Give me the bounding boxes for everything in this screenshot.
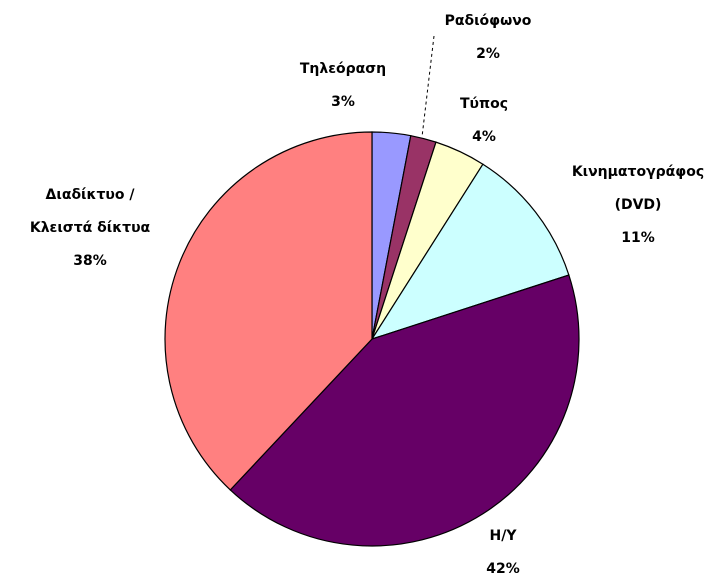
slice-label: Τηλεόραση 3% — [300, 53, 386, 119]
value-label: 11% — [621, 230, 655, 246]
slice-label: Η/Υ 42% — [486, 520, 520, 586]
slice-label: Διαδίκτυο / Κλειστά δίκτυα 38% — [13, 179, 168, 278]
value-label: 3% — [331, 94, 355, 110]
slice-label: Κινηματογράφος (DVD) 11% — [556, 156, 721, 255]
slice-label: Τύπος 4% — [460, 88, 508, 154]
pie-slice — [164, 131, 373, 491]
leader-line — [421, 35, 435, 138]
category-label: Ραδιόφωνο — [444, 13, 532, 29]
value-label: 2% — [476, 46, 500, 62]
value-label: 38% — [73, 253, 107, 269]
category-label: Τηλεόραση — [299, 61, 387, 77]
slice-label: Ραδιόφωνο 2% — [445, 5, 532, 71]
pie-slice — [229, 274, 580, 547]
category-label: Διαδίκτυο / Κλειστά δίκτυα — [29, 187, 151, 236]
category-label: Η/Υ — [489, 528, 517, 544]
category-label: Κινηματογράφος (DVD) — [571, 164, 705, 213]
value-label: 42% — [486, 561, 520, 577]
pie-slice — [370, 163, 570, 341]
category-label: Τύπος — [460, 96, 508, 112]
value-label: 4% — [472, 129, 496, 145]
